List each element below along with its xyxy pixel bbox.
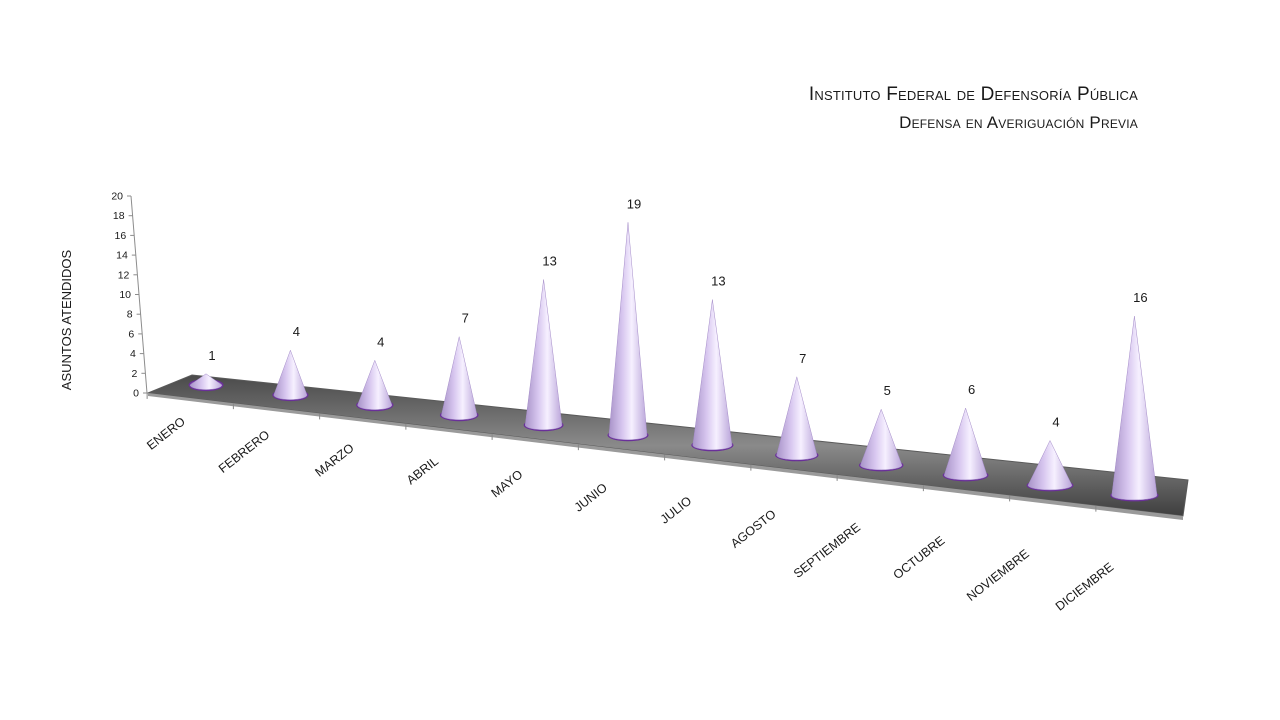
data-label-octubre: 6: [968, 382, 975, 397]
y-tick-label: 18: [113, 210, 125, 222]
cone-abril: [441, 336, 478, 420]
cone-mayo: [524, 279, 563, 430]
data-label-julio: 13: [711, 274, 725, 289]
y-tick-label: 2: [132, 368, 138, 380]
cone-octubre: [943, 407, 988, 481]
y-axis-title: ASUNTOS ATENDIDOS: [59, 249, 74, 390]
x-tick-label-septiembre: SEPTIEMBRE: [791, 520, 863, 581]
y-tick-label: 20: [111, 191, 123, 203]
data-label-marzo: 4: [377, 334, 384, 349]
cone-agosto: [776, 376, 818, 461]
chart-floor-edge: [148, 393, 1183, 520]
x-tick-label-febrero: FEBRERO: [216, 427, 272, 475]
chart-title: Instituto Federal de Defensoría Pública: [808, 84, 1138, 105]
cone-noviembre: [1027, 439, 1073, 491]
y-tick-label: 6: [128, 328, 134, 340]
chart-title-block: Instituto Federal de Defensoría Pública …: [809, 80, 1138, 136]
data-label-diciembre: 16: [1133, 290, 1147, 305]
data-label-noviembre: 4: [1052, 415, 1059, 430]
cone-marzo: [357, 359, 393, 410]
chart-subtitle: Defensa en Averiguación Previa: [899, 113, 1138, 132]
data-label-agosto: 7: [799, 351, 806, 366]
x-tick-label-marzo: MARZO: [312, 441, 356, 480]
cone-junio: [608, 222, 648, 440]
data-label-abril: 7: [462, 311, 469, 326]
x-tick-label-enero: ENERO: [144, 414, 188, 453]
x-tick-label-octubre: OCTUBRE: [891, 533, 948, 582]
x-tick-label-diciembre: DICIEMBRE: [1053, 560, 1116, 614]
cone-diciembre: [1111, 316, 1158, 501]
y-tick-label: 14: [116, 250, 128, 262]
x-tick-label-julio: JULIO: [658, 494, 695, 527]
data-label-enero: 1: [208, 348, 215, 363]
y-tick-label: 16: [115, 230, 127, 242]
cone-febrero: [273, 349, 308, 400]
y-tick-label: 0: [133, 388, 139, 400]
data-label-junio: 19: [627, 196, 641, 211]
data-label-febrero: 4: [293, 324, 300, 339]
y-tick-label: 4: [130, 348, 136, 360]
x-tick-label-junio: JUNIO: [572, 480, 610, 514]
cone-septiembre: [860, 408, 903, 471]
cone-enero: [189, 373, 223, 390]
y-tick-label: 12: [118, 269, 130, 281]
y-tick-label: 8: [127, 309, 133, 321]
x-tick-label-noviembre: NOVIEMBRE: [964, 547, 1032, 604]
x-tick-label-mayo: MAYO: [489, 467, 526, 500]
cone-julio: [692, 299, 733, 451]
x-tick-label-abril: ABRIL: [404, 454, 441, 487]
data-label-mayo: 13: [542, 254, 556, 269]
y-tick-label: 10: [119, 289, 131, 301]
data-label-septiembre: 5: [884, 383, 891, 398]
x-tick-label-agosto: AGOSTO: [728, 507, 779, 551]
